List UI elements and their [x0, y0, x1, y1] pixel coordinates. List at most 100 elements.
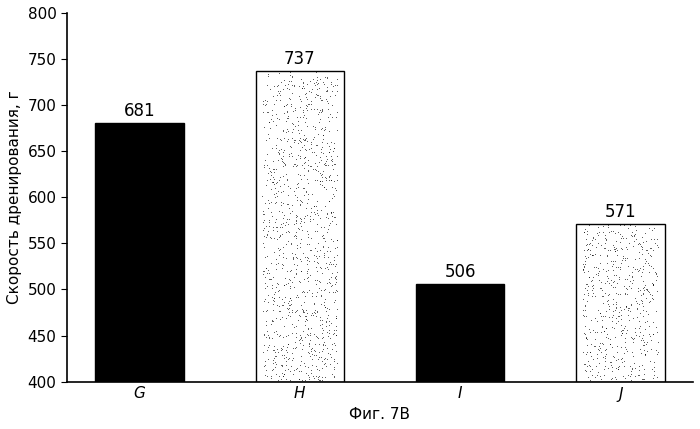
Point — [614, 363, 625, 370]
Point — [276, 158, 287, 165]
Point — [277, 187, 288, 194]
Point — [300, 136, 311, 143]
Point — [300, 307, 312, 314]
Point — [328, 289, 339, 296]
Point — [327, 166, 338, 172]
Point — [300, 205, 312, 211]
Point — [262, 307, 273, 314]
Point — [309, 258, 320, 265]
Point — [297, 199, 308, 205]
Point — [286, 134, 297, 141]
Point — [316, 334, 328, 341]
Point — [315, 97, 326, 103]
Point — [314, 252, 325, 259]
Point — [319, 173, 330, 180]
Point — [591, 318, 602, 325]
Point — [287, 254, 298, 261]
Point — [598, 365, 610, 372]
Point — [268, 178, 279, 185]
Point — [270, 360, 281, 367]
Point — [639, 230, 650, 236]
Point — [652, 339, 664, 346]
Point — [615, 260, 626, 267]
Point — [262, 73, 274, 79]
Point — [267, 106, 278, 113]
Point — [262, 170, 274, 177]
Point — [319, 160, 330, 167]
Point — [266, 275, 277, 282]
Point — [298, 165, 309, 172]
Point — [302, 199, 313, 206]
Point — [636, 375, 648, 382]
Point — [268, 290, 279, 297]
Point — [305, 324, 316, 331]
Point — [321, 322, 332, 329]
Point — [616, 330, 627, 337]
Point — [304, 247, 315, 254]
Point — [279, 181, 290, 188]
Point — [277, 127, 288, 134]
Point — [328, 190, 339, 197]
Point — [329, 273, 340, 280]
Point — [591, 354, 602, 361]
Point — [262, 230, 273, 237]
Point — [279, 82, 290, 89]
Point — [621, 255, 632, 262]
Point — [616, 245, 627, 252]
Point — [321, 356, 332, 363]
Point — [312, 356, 323, 363]
Point — [269, 175, 280, 182]
Point — [283, 204, 294, 211]
Point — [305, 353, 316, 360]
Point — [645, 332, 656, 339]
Point — [281, 218, 292, 225]
Point — [323, 333, 334, 340]
Point — [606, 281, 617, 288]
Point — [301, 315, 312, 322]
Point — [325, 273, 336, 280]
Point — [326, 176, 337, 183]
Point — [592, 224, 603, 231]
Point — [638, 371, 650, 378]
Point — [607, 283, 618, 290]
Point — [283, 192, 294, 199]
Point — [610, 230, 621, 236]
Point — [626, 274, 638, 281]
Point — [258, 363, 270, 369]
Point — [579, 226, 590, 233]
Point — [309, 301, 320, 308]
Point — [645, 244, 656, 251]
Point — [300, 135, 312, 142]
Point — [304, 287, 315, 294]
Point — [304, 272, 316, 278]
Point — [314, 317, 326, 324]
Point — [302, 106, 313, 113]
Point — [276, 362, 287, 369]
Point — [298, 142, 309, 148]
Point — [593, 342, 604, 349]
Point — [606, 344, 617, 350]
Point — [328, 299, 339, 305]
Point — [300, 89, 312, 96]
Point — [651, 329, 662, 335]
Point — [317, 373, 328, 380]
Point — [294, 103, 305, 110]
Point — [265, 234, 276, 241]
Point — [631, 266, 643, 273]
Point — [258, 163, 270, 170]
Point — [281, 347, 292, 353]
Point — [298, 308, 309, 315]
Point — [286, 73, 297, 79]
Point — [287, 350, 298, 356]
Point — [320, 308, 331, 314]
Point — [286, 78, 297, 85]
Point — [637, 266, 648, 272]
Point — [302, 256, 313, 263]
Point — [294, 196, 305, 203]
Point — [307, 350, 318, 357]
Point — [295, 222, 307, 229]
Point — [274, 182, 286, 189]
Point — [593, 369, 604, 375]
Point — [325, 280, 336, 287]
Point — [635, 291, 646, 298]
